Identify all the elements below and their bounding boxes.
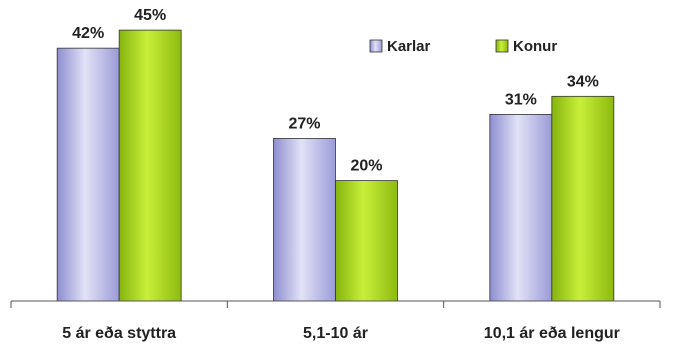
legend-label-karlar: Karlar xyxy=(387,38,431,55)
data-label-konur-2: 34% xyxy=(567,73,599,90)
data-label-karlar-0: 42% xyxy=(72,25,104,42)
x-axis: 5 ár eða styttra 5,1-10 ár 10,1 ár eða len… xyxy=(10,300,661,342)
x-tick-label-1: 5,1-10 ár xyxy=(303,325,368,342)
bar-karlar-2 xyxy=(489,113,553,302)
bar-konur-1 xyxy=(335,180,398,302)
data-label-karlar-1: 27% xyxy=(288,115,320,132)
bars-group: 42% 45% 27% 20% 31% 34% xyxy=(56,7,615,302)
x-tick-label-0: 5 ár eða styttra xyxy=(62,325,176,342)
bar-konur-0 xyxy=(118,29,182,302)
bar-karlar-0 xyxy=(56,47,120,302)
data-label-karlar-2: 31% xyxy=(505,91,537,108)
bar-karlar-1 xyxy=(273,138,336,302)
legend: Karlar Konur xyxy=(369,38,557,55)
data-label-konur-0: 45% xyxy=(134,7,166,24)
data-label-konur-1: 20% xyxy=(350,158,382,175)
legend-swatch-karlar xyxy=(369,39,383,53)
legend-label-konur: Konur xyxy=(513,38,557,55)
x-tick-label-2: 10,1 ár eða lengur xyxy=(484,325,620,342)
legend-swatch-konur xyxy=(495,39,509,53)
bar-konur-2 xyxy=(551,95,615,302)
